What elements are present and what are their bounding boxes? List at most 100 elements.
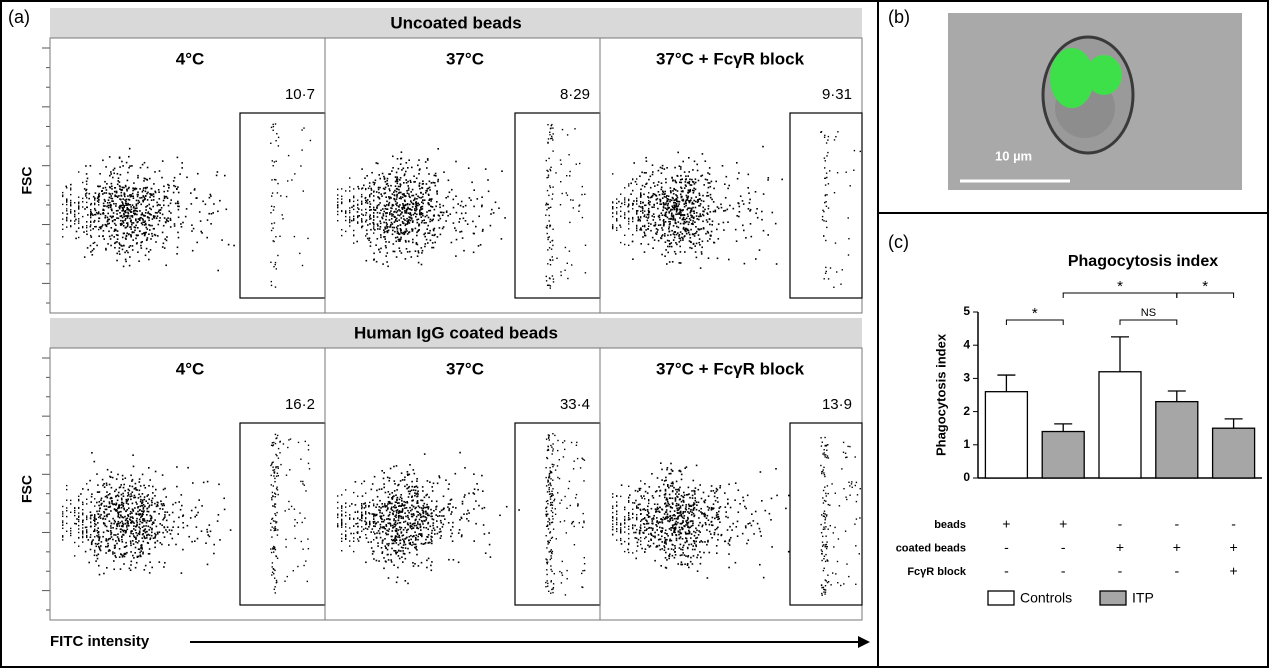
- event-dot: [345, 534, 346, 535]
- event-dot: [380, 226, 382, 228]
- event-dot: [767, 179, 769, 181]
- event-dot: [389, 219, 391, 221]
- event-dot: [303, 565, 304, 566]
- event-dot: [126, 250, 128, 252]
- event-dot: [120, 529, 122, 531]
- event-dot: [396, 241, 398, 243]
- event-dot: [706, 219, 708, 221]
- event-dot: [148, 534, 150, 536]
- event-dot: [681, 182, 683, 184]
- event-dot: [398, 206, 400, 208]
- event-dot: [70, 202, 71, 203]
- event-dot: [402, 232, 404, 234]
- event-dot: [392, 230, 394, 232]
- event-dot: [387, 554, 389, 556]
- event-dot: [382, 263, 384, 265]
- event-dot: [180, 223, 182, 225]
- event-dot: [440, 218, 442, 220]
- event-dot: [704, 209, 706, 211]
- event-dot: [694, 235, 696, 237]
- event-dot: [429, 221, 431, 223]
- event-dot: [552, 240, 553, 241]
- condition-label: 37°C + FcγR block: [656, 359, 805, 378]
- event-dot: [75, 523, 77, 525]
- event-dot: [552, 127, 553, 128]
- event-dot: [66, 187, 67, 188]
- event-dot: [97, 558, 99, 560]
- event-dot: [427, 513, 429, 515]
- event-dot: [717, 206, 719, 208]
- event-dot: [276, 512, 277, 513]
- event-dot: [570, 505, 571, 506]
- event-dot: [703, 201, 705, 203]
- event-dot: [67, 213, 69, 215]
- event-dot: [376, 560, 378, 562]
- event-dot: [374, 182, 376, 184]
- event-dot: [70, 500, 71, 501]
- event-dot: [163, 505, 165, 507]
- event-dot: [490, 556, 492, 558]
- event-dot: [389, 512, 391, 514]
- event-dot: [142, 500, 144, 502]
- event-dot: [690, 219, 692, 221]
- event-dot: [129, 496, 131, 498]
- event-dot: [682, 238, 684, 240]
- event-dot: [453, 559, 455, 561]
- event-dot: [147, 199, 149, 201]
- event-dot: [403, 234, 405, 236]
- event-dot: [165, 529, 167, 531]
- event-dot: [772, 212, 774, 214]
- event-dot: [666, 198, 668, 200]
- event-dot: [437, 533, 439, 535]
- y-axis-label: FSC: [19, 475, 35, 503]
- event-dot: [110, 187, 112, 189]
- event-dot: [397, 534, 399, 536]
- event-dot: [642, 236, 644, 238]
- event-dot: [66, 219, 67, 220]
- event-dot: [207, 534, 209, 536]
- event-dot: [167, 197, 169, 199]
- event-dot: [106, 183, 108, 185]
- event-dot: [412, 523, 414, 525]
- event-dot: [483, 524, 485, 526]
- event-dot: [103, 238, 105, 240]
- event-dot: [826, 155, 827, 156]
- event-dot: [78, 508, 79, 509]
- event-dot: [410, 510, 412, 512]
- event-dot: [647, 220, 649, 222]
- event-dot: [90, 521, 91, 522]
- event-dot: [698, 205, 700, 207]
- event-dot: [481, 475, 483, 477]
- event-dot: [371, 547, 373, 549]
- event-dot: [154, 503, 156, 505]
- event-dot: [403, 544, 405, 546]
- event-dot: [701, 498, 703, 500]
- event-dot: [674, 167, 676, 169]
- event-dot: [118, 513, 120, 515]
- event-dot: [142, 474, 144, 476]
- event-dot: [682, 520, 684, 522]
- event-dot: [97, 527, 99, 529]
- event-dot: [440, 522, 442, 524]
- event-dot: [550, 264, 551, 265]
- event-dot: [109, 193, 111, 195]
- event-dot: [122, 506, 124, 508]
- event-dot: [109, 549, 111, 551]
- event-dot: [341, 201, 342, 202]
- event-dot: [826, 221, 827, 222]
- event-dot: [402, 203, 404, 205]
- event-dot: [678, 534, 680, 536]
- event-dot: [66, 531, 67, 532]
- event-dot: [121, 205, 123, 207]
- event-dot: [547, 481, 548, 482]
- event-dot: [111, 227, 113, 229]
- event-dot: [104, 217, 106, 219]
- event-dot: [414, 473, 416, 475]
- event-dot: [373, 195, 374, 196]
- event-dot: [341, 196, 342, 197]
- event-dot: [107, 219, 109, 221]
- event-dot: [552, 186, 553, 187]
- event-dot: [662, 197, 664, 199]
- event-dot: [710, 235, 712, 237]
- event-dot: [137, 211, 139, 213]
